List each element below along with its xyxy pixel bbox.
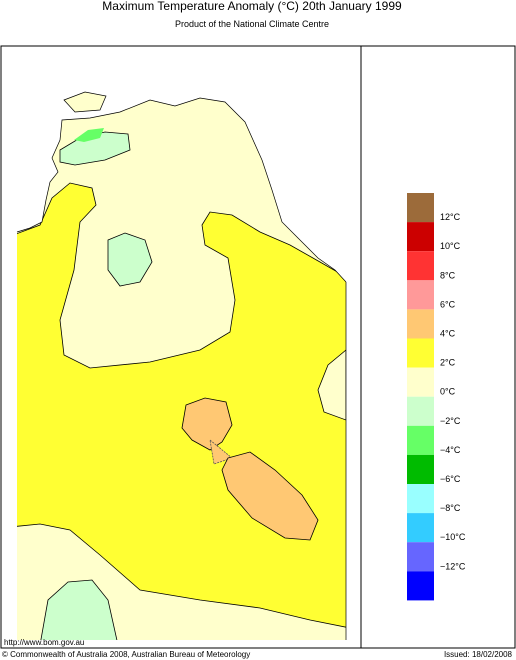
region-east	[317, 349, 346, 421]
legend-label: 4°C	[440, 329, 456, 339]
legend-label: 10°C	[440, 241, 461, 251]
url: http://www.bom.gov.au	[4, 638, 84, 647]
legend-swatch	[407, 425, 434, 455]
copyright: © Commonwealth of Australia 2008, Austra…	[2, 650, 250, 659]
legend-label: 2°C	[440, 358, 456, 368]
legend-swatch	[407, 367, 434, 397]
legend-label: 12°C	[440, 212, 461, 222]
legend-swatch	[407, 280, 434, 310]
legend-swatch	[407, 454, 434, 484]
legend-label: −12°C	[440, 561, 466, 571]
legend-label: 6°C	[440, 299, 456, 309]
map	[17, 98, 346, 640]
legend-swatch	[407, 513, 434, 543]
legend-label: −8°C	[440, 503, 461, 513]
legend-swatch	[407, 193, 434, 223]
region-4-6-b	[221, 451, 319, 541]
title: Maximum Temperature Anomaly (°C) 20th Ja…	[102, 0, 402, 13]
legend-swatch	[407, 542, 434, 572]
legend-label: −10°C	[440, 532, 466, 542]
region-neg2	[74, 128, 104, 142]
legend-swatch	[407, 222, 434, 252]
region-neg	[107, 232, 153, 287]
legend-swatch	[407, 571, 434, 601]
coastline	[16, 97, 347, 283]
subtitle: Product of the National Climate Centre	[175, 19, 329, 29]
region-neg-south	[39, 579, 119, 640]
frame	[0, 45, 516, 649]
legend-label: −4°C	[440, 445, 461, 455]
legend-swatch	[407, 309, 434, 339]
legend-swatch	[407, 484, 434, 514]
legend-label: 8°C	[440, 270, 456, 280]
issued: Issued: 18/02/2008	[444, 650, 513, 659]
region-4-6-a	[181, 397, 233, 451]
legend-swatch	[407, 396, 434, 426]
legend-label: 0°C	[440, 387, 456, 397]
legend: 12°C 10°C 8°C 6°C 4°C 2°C 0°C −2°C −4°C −6°C −8°C −…	[407, 193, 466, 601]
legend-swatch	[407, 251, 434, 281]
legend-swatch	[407, 338, 434, 368]
legend-label: −6°C	[440, 474, 461, 484]
legend-label: −2°C	[440, 416, 461, 426]
region-4-6-neck	[209, 439, 233, 465]
island	[63, 91, 107, 113]
